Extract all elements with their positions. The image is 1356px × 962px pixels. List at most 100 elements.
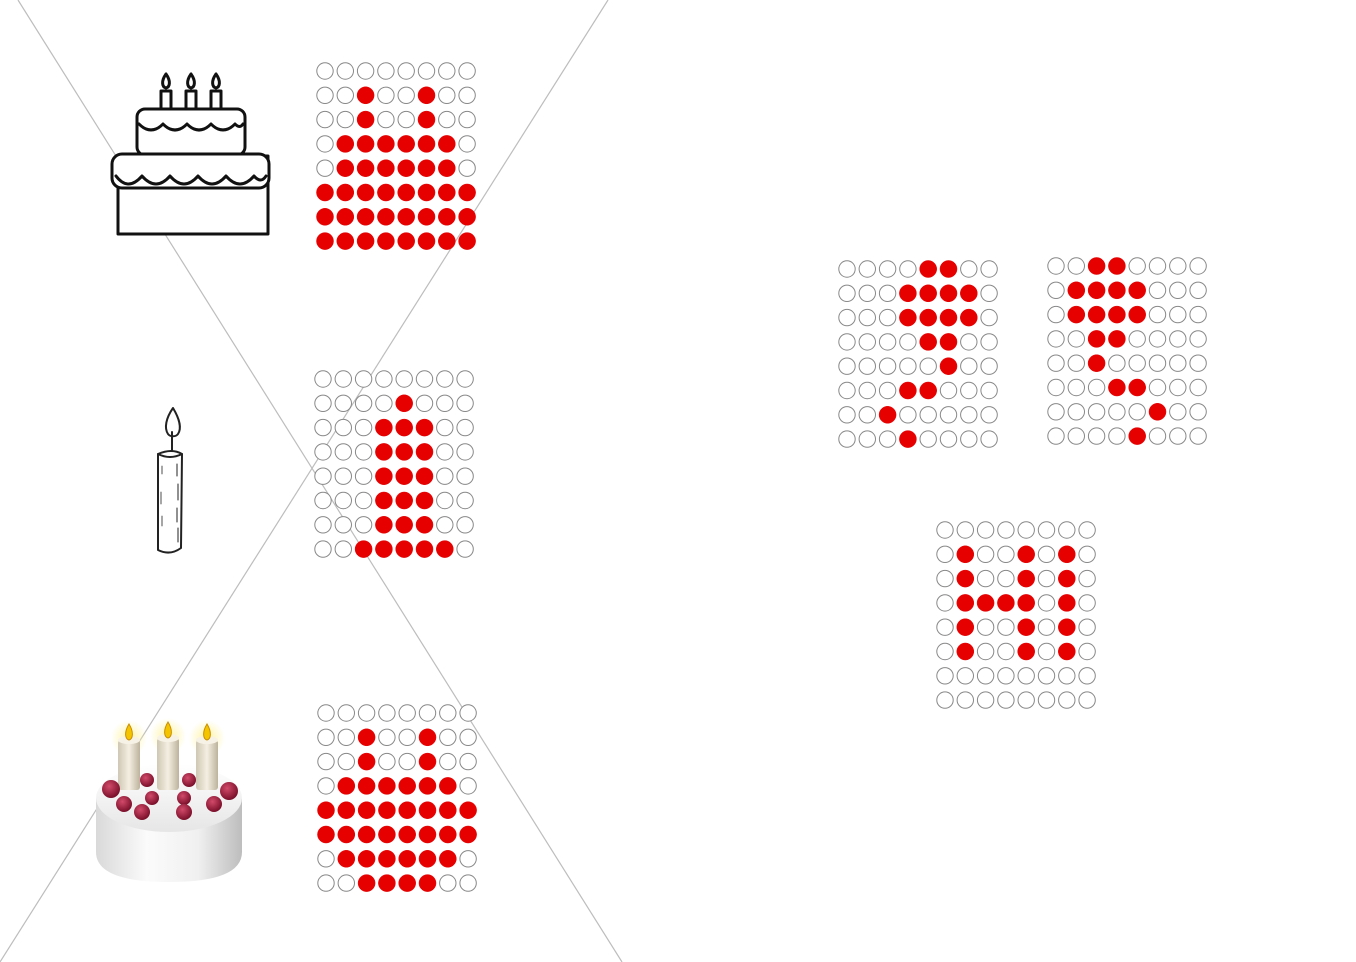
dot-empty (438, 62, 456, 80)
dot-empty (997, 521, 1015, 539)
dot-filled (417, 183, 436, 202)
dot-empty (1108, 403, 1126, 421)
dot-filled (417, 86, 436, 105)
dot-empty (317, 850, 335, 868)
dot-empty (899, 357, 917, 375)
dot-empty (980, 406, 998, 424)
dot-empty (378, 704, 396, 722)
dot-filled (398, 850, 416, 868)
dot-empty (398, 752, 416, 771)
dot-empty (936, 618, 954, 636)
dot-filled (1017, 594, 1035, 612)
dot-filled (919, 284, 937, 303)
dot-empty (956, 691, 974, 709)
dot-empty (838, 381, 856, 400)
dot-empty (316, 135, 334, 153)
dot-empty (1169, 378, 1187, 397)
dot-empty (1169, 354, 1187, 372)
dot-empty (976, 569, 995, 588)
dot-empty (1189, 330, 1207, 348)
dot-empty (354, 443, 373, 461)
dot-filled (418, 874, 437, 892)
dot-empty (415, 370, 434, 388)
dot-empty (458, 62, 476, 80)
dot-empty (976, 521, 995, 539)
dot-filled (337, 777, 356, 795)
dot-empty (415, 394, 434, 412)
dot-empty (960, 406, 978, 424)
dot-empty (976, 618, 995, 636)
dot-empty (316, 62, 334, 80)
dot-filled (395, 418, 413, 437)
dot-filled (956, 569, 975, 588)
dot-filled (1017, 642, 1035, 661)
dot-filled (956, 545, 975, 564)
dot-empty (858, 284, 876, 302)
dot-empty (316, 159, 334, 177)
dot-empty (1169, 427, 1187, 445)
dot-grid-cake-outline (316, 62, 476, 250)
dot-filled (438, 159, 456, 177)
dot-filled (337, 850, 356, 868)
dot-filled (415, 418, 434, 437)
dot-empty (438, 110, 456, 129)
dot-empty (858, 357, 876, 375)
dot-empty (336, 86, 354, 104)
dot-empty (375, 394, 393, 412)
dot-filled (1087, 281, 1106, 300)
dot-filled (397, 208, 415, 226)
dot-empty (357, 704, 376, 722)
dot-empty (1189, 427, 1207, 445)
birthday-cake-emoji-icon (84, 712, 254, 887)
candle-icon (148, 404, 192, 560)
dot-empty (334, 394, 352, 412)
dot-filled (939, 284, 958, 303)
dot-empty (317, 728, 335, 746)
dot-empty (314, 540, 332, 558)
dot-empty (1047, 257, 1065, 275)
dot-empty (336, 62, 354, 80)
dot-empty (858, 333, 876, 351)
dot-empty (439, 874, 457, 892)
dot-empty (1067, 378, 1085, 397)
dot-empty (1078, 618, 1096, 636)
dot-empty (459, 874, 477, 892)
dot-filled (439, 850, 457, 868)
dot-filled (337, 801, 356, 819)
dot-empty (1067, 257, 1085, 275)
dot-empty (378, 752, 396, 771)
dot-empty (456, 418, 474, 437)
dot-empty (336, 110, 354, 129)
dot-empty (459, 850, 477, 868)
dot-empty (919, 430, 937, 448)
dot-empty (1087, 378, 1106, 397)
dot-empty (354, 394, 373, 412)
dot-filled (939, 308, 958, 327)
dot-empty (838, 357, 856, 375)
dot-filled (417, 110, 436, 129)
dot-empty (960, 357, 978, 375)
dot-filled (1108, 305, 1126, 324)
dot-empty (960, 333, 978, 351)
dot-empty (456, 443, 474, 461)
dot-empty (337, 874, 355, 892)
dot-filled (418, 801, 437, 819)
dot-filled (397, 135, 415, 153)
dot-empty (354, 467, 373, 485)
dot-empty (1067, 354, 1085, 372)
dot-empty (956, 521, 974, 539)
dot-empty (1078, 545, 1096, 563)
dot-filled (1108, 281, 1126, 300)
dot-filled (1128, 305, 1146, 324)
dot-filled (397, 159, 415, 177)
dot-filled (395, 443, 413, 461)
dot-filled (418, 728, 437, 747)
dot-filled (956, 594, 975, 612)
dot-empty (878, 430, 897, 448)
dot-empty (1148, 354, 1167, 372)
dot-grid-cake-emoji (317, 704, 477, 892)
dot-empty (1047, 378, 1065, 397)
dot-filled (459, 801, 477, 819)
dot-empty (976, 545, 995, 563)
dot-empty (1189, 378, 1207, 397)
